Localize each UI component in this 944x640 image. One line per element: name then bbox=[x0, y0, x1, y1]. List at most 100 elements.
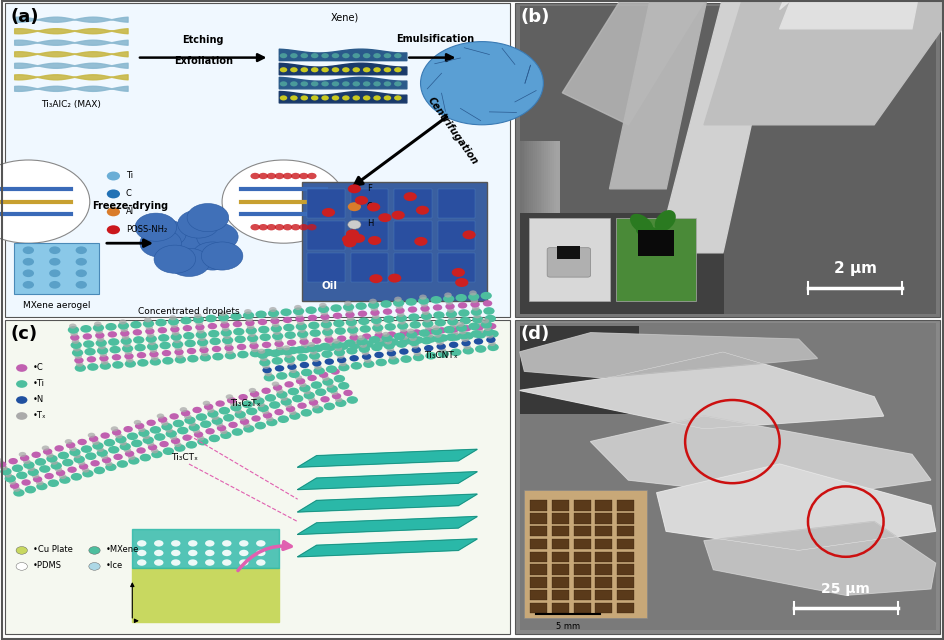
Circle shape bbox=[295, 316, 304, 322]
Circle shape bbox=[194, 431, 203, 438]
Circle shape bbox=[366, 203, 379, 212]
Circle shape bbox=[204, 404, 213, 410]
Circle shape bbox=[320, 314, 329, 320]
FancyBboxPatch shape bbox=[514, 320, 939, 634]
Circle shape bbox=[107, 207, 120, 216]
Circle shape bbox=[362, 67, 370, 72]
Circle shape bbox=[55, 467, 62, 472]
Circle shape bbox=[131, 440, 143, 447]
Ellipse shape bbox=[630, 214, 652, 234]
Circle shape bbox=[342, 95, 349, 100]
Circle shape bbox=[161, 423, 173, 431]
FancyBboxPatch shape bbox=[573, 552, 590, 562]
Circle shape bbox=[400, 355, 412, 363]
Circle shape bbox=[208, 323, 217, 330]
Circle shape bbox=[196, 328, 204, 333]
Circle shape bbox=[458, 332, 469, 339]
Circle shape bbox=[325, 344, 336, 351]
Circle shape bbox=[284, 332, 295, 339]
Text: C: C bbox=[126, 189, 131, 198]
Circle shape bbox=[342, 81, 349, 86]
Circle shape bbox=[125, 451, 134, 457]
Circle shape bbox=[289, 410, 296, 415]
Circle shape bbox=[369, 274, 382, 283]
Circle shape bbox=[417, 297, 429, 305]
Text: •C: •C bbox=[33, 363, 43, 372]
Circle shape bbox=[216, 425, 226, 431]
Circle shape bbox=[321, 350, 332, 358]
Circle shape bbox=[399, 330, 409, 337]
Circle shape bbox=[447, 316, 455, 321]
Circle shape bbox=[368, 336, 379, 344]
FancyBboxPatch shape bbox=[530, 552, 547, 562]
FancyBboxPatch shape bbox=[573, 500, 590, 511]
Circle shape bbox=[115, 436, 126, 444]
Circle shape bbox=[459, 329, 466, 334]
Circle shape bbox=[334, 397, 342, 402]
Circle shape bbox=[13, 486, 21, 492]
Circle shape bbox=[119, 319, 126, 324]
Circle shape bbox=[0, 458, 3, 463]
FancyBboxPatch shape bbox=[519, 141, 524, 314]
Circle shape bbox=[245, 317, 253, 322]
Circle shape bbox=[298, 173, 308, 179]
Circle shape bbox=[123, 342, 130, 348]
Circle shape bbox=[97, 347, 109, 355]
Circle shape bbox=[255, 310, 266, 318]
Circle shape bbox=[344, 339, 355, 347]
Circle shape bbox=[446, 300, 453, 305]
Circle shape bbox=[188, 550, 197, 556]
Circle shape bbox=[399, 337, 411, 345]
Circle shape bbox=[346, 308, 353, 314]
Circle shape bbox=[55, 445, 64, 452]
Circle shape bbox=[189, 424, 200, 431]
Circle shape bbox=[412, 329, 421, 335]
Polygon shape bbox=[297, 449, 477, 467]
Circle shape bbox=[151, 448, 159, 453]
Circle shape bbox=[170, 323, 177, 328]
Circle shape bbox=[116, 460, 127, 468]
Circle shape bbox=[444, 292, 451, 298]
Circle shape bbox=[134, 344, 145, 351]
Circle shape bbox=[177, 210, 219, 238]
FancyBboxPatch shape bbox=[524, 490, 647, 618]
Circle shape bbox=[208, 330, 219, 337]
Circle shape bbox=[168, 229, 210, 257]
Circle shape bbox=[180, 317, 192, 324]
Circle shape bbox=[323, 403, 334, 410]
Circle shape bbox=[272, 332, 283, 340]
Circle shape bbox=[135, 213, 177, 241]
Circle shape bbox=[193, 428, 200, 433]
FancyBboxPatch shape bbox=[536, 141, 541, 314]
Circle shape bbox=[296, 354, 308, 362]
FancyBboxPatch shape bbox=[551, 564, 568, 575]
Circle shape bbox=[172, 340, 183, 348]
Circle shape bbox=[279, 53, 287, 58]
Circle shape bbox=[50, 460, 58, 465]
Circle shape bbox=[433, 335, 445, 343]
Circle shape bbox=[107, 225, 120, 234]
Circle shape bbox=[264, 394, 276, 402]
Circle shape bbox=[188, 540, 197, 547]
Circle shape bbox=[151, 451, 162, 458]
FancyBboxPatch shape bbox=[531, 141, 535, 314]
Circle shape bbox=[36, 483, 47, 490]
Circle shape bbox=[46, 452, 54, 458]
Circle shape bbox=[447, 318, 458, 326]
Circle shape bbox=[406, 331, 417, 339]
Circle shape bbox=[246, 324, 254, 330]
Circle shape bbox=[279, 95, 287, 100]
Circle shape bbox=[386, 332, 396, 338]
Circle shape bbox=[461, 337, 468, 342]
Circle shape bbox=[463, 344, 470, 349]
Circle shape bbox=[218, 407, 229, 415]
Circle shape bbox=[333, 375, 345, 383]
FancyBboxPatch shape bbox=[555, 141, 560, 314]
Circle shape bbox=[120, 327, 127, 332]
Polygon shape bbox=[519, 333, 817, 378]
Circle shape bbox=[258, 404, 269, 412]
FancyBboxPatch shape bbox=[530, 590, 547, 600]
FancyBboxPatch shape bbox=[527, 141, 531, 314]
Circle shape bbox=[258, 349, 265, 354]
Circle shape bbox=[448, 342, 458, 348]
